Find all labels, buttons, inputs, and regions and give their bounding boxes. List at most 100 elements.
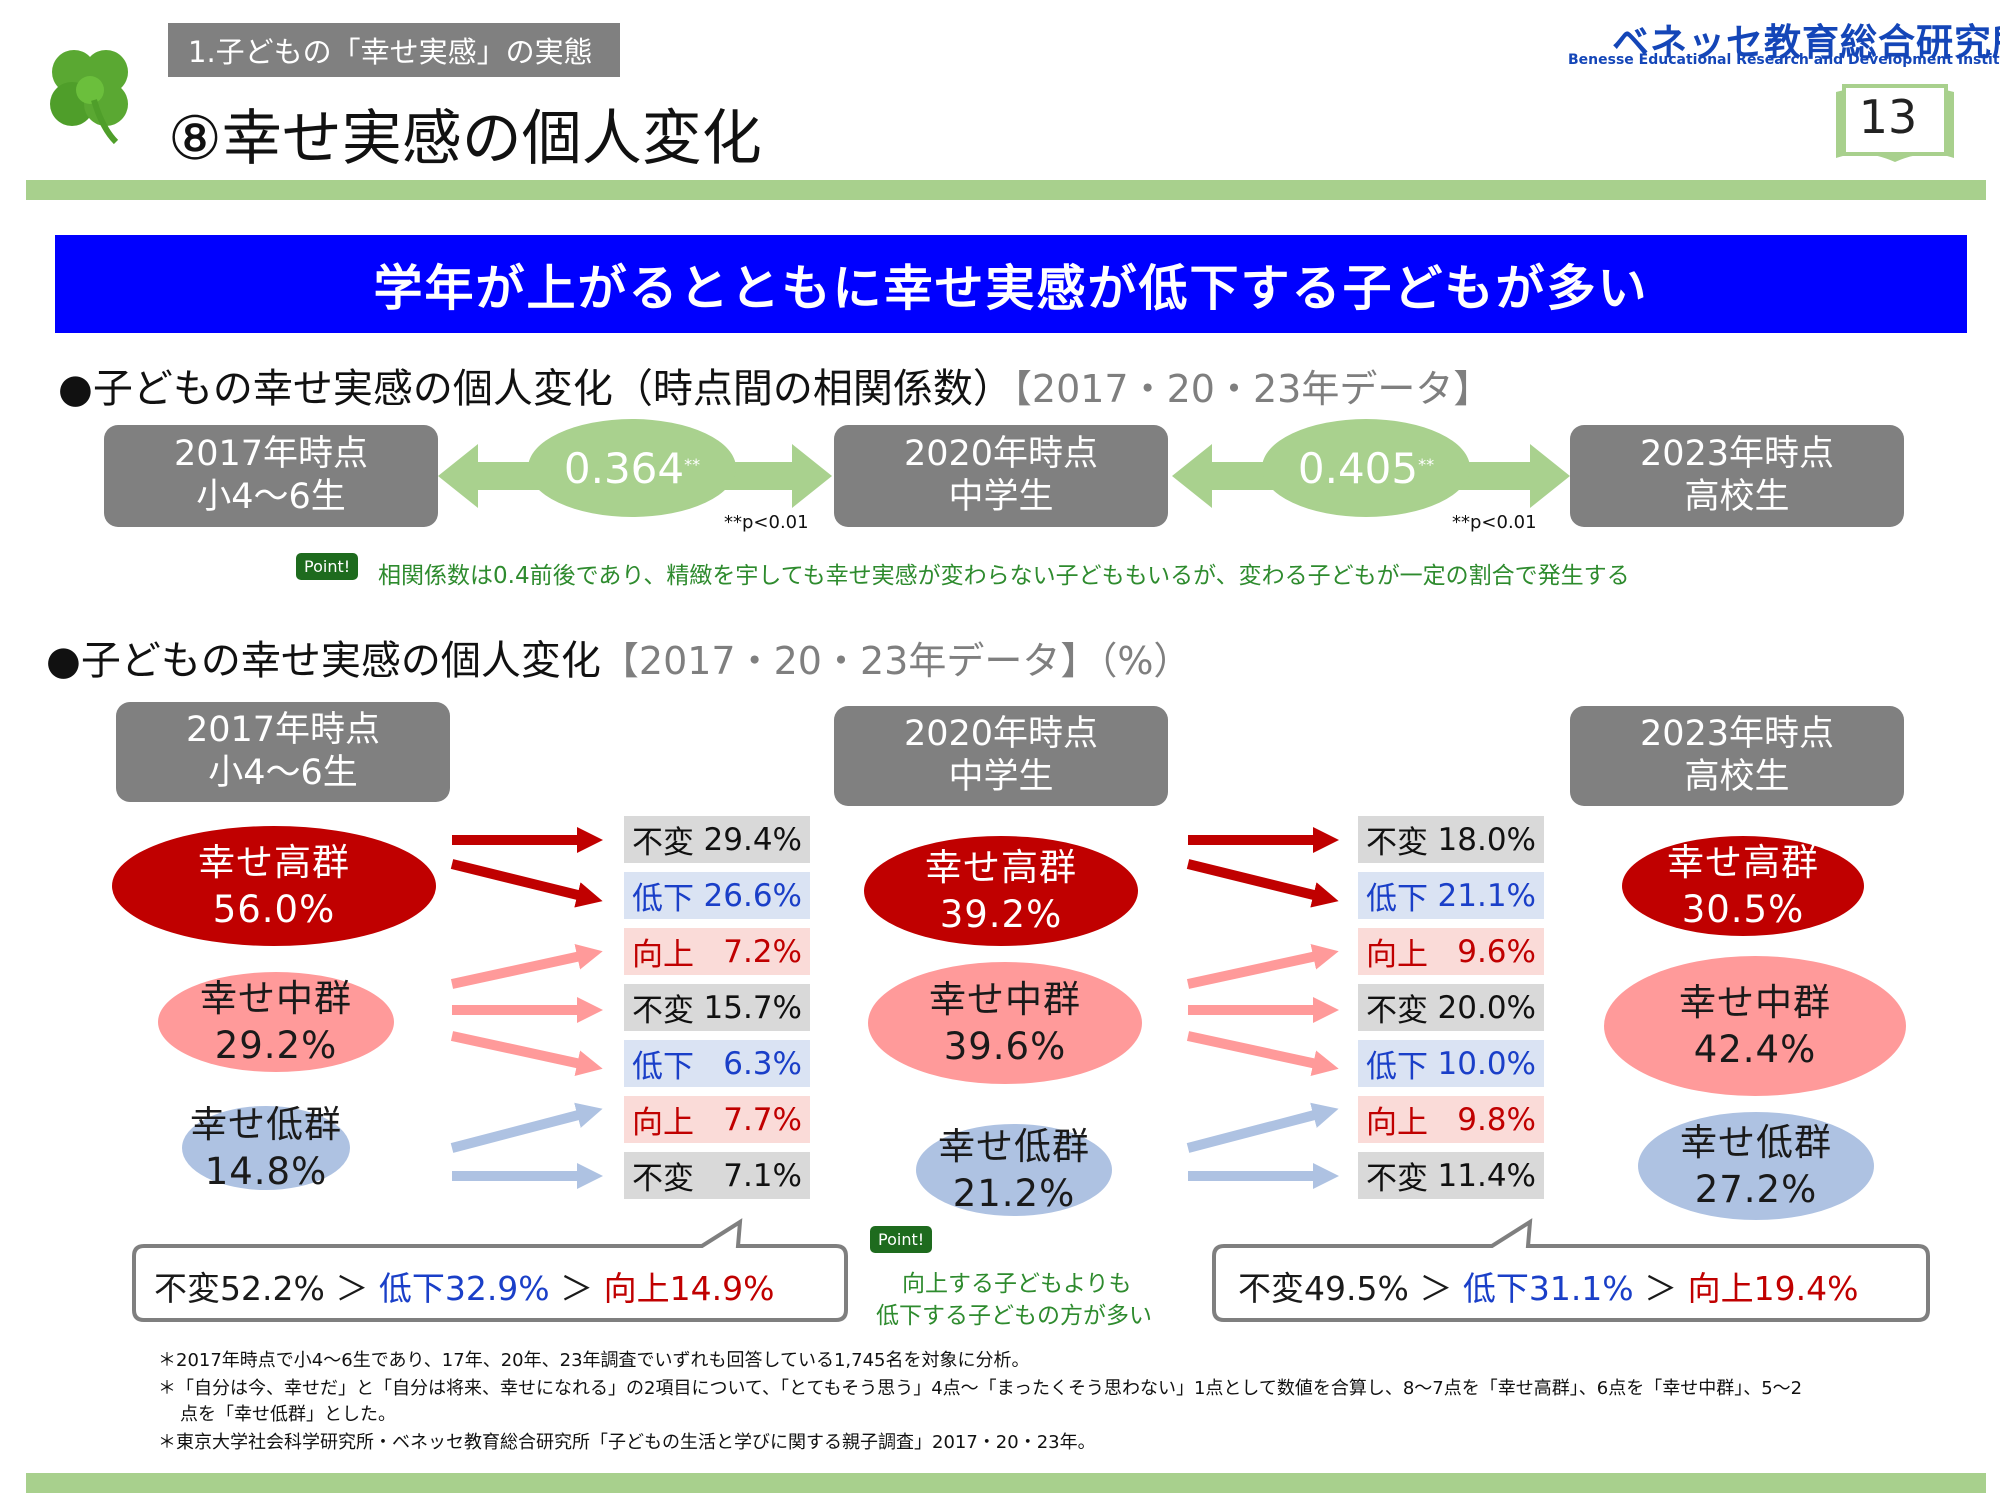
timepoint-year: 2017年時点: [185, 710, 381, 750]
point-badge: Point!: [296, 553, 359, 580]
group-label: 幸せ中群: [929, 978, 1081, 1021]
arrows-2017-2020: [450, 827, 603, 1189]
timepoint-grade: 小4～6生: [196, 477, 346, 517]
transition-value: 6.3%: [723, 1045, 802, 1082]
transition-arrows: [450, 827, 1339, 1189]
significance-mark: **: [684, 454, 701, 474]
transition-value: 10.0%: [1437, 1045, 1536, 1082]
timepoint-box-2020: 2020年時点 中学生: [834, 425, 1168, 527]
page-title: ⑧幸せ実感の個人変化: [168, 104, 762, 174]
group-label: 幸せ低群: [938, 1125, 1090, 1168]
point-badge: Point!: [870, 1226, 933, 1253]
section2-heading-text: ●子どもの幸せ実感の個人変化: [46, 638, 601, 684]
transition-label: 向上: [632, 1105, 694, 1141]
point-text: 相関係数は0.4前後であり、精緻を宇しても幸せ実感が変わらない子どももいるが、変…: [378, 563, 1630, 589]
brand-name-english: Benesse Educational Research and Develop…: [1568, 52, 2000, 68]
transition-box: 不変 18.0%: [1358, 816, 1544, 863]
transition-label: 不変: [632, 993, 694, 1029]
transition-value: 7.1%: [723, 1157, 802, 1194]
timepoint-box-2023: 2023年時点 高校生: [1570, 425, 1904, 527]
group-value: 27.2%: [1694, 1168, 1818, 1211]
arrow-high-down: [450, 859, 603, 908]
arrow-mid-up: [1186, 944, 1339, 989]
headline-banner: 学年が上がるとともに幸せ実感が低下する子どもが多い: [55, 235, 1967, 333]
group-value: 14.8%: [204, 1150, 328, 1193]
group-label: 幸せ高群: [198, 841, 350, 884]
divider: [26, 1473, 1986, 1493]
transition-box: 低下 6.3%: [624, 1040, 810, 1087]
arrow-low-up: [1186, 1102, 1339, 1153]
summary-same: 不変52.2%: [154, 1269, 325, 1308]
transition-label: 低下: [1366, 881, 1428, 917]
correlation-value-2: 0.405 **: [1262, 440, 1470, 496]
footnote: ＊「自分は今、幸せだ」と「自分は将来、幸せになれる」の2項目について、「とてもそ…: [158, 1378, 1803, 1399]
timepoint-box-2017: 2017年時点 小4～6生: [116, 702, 450, 802]
significance-mark: **: [1418, 454, 1435, 474]
arrow-high-down: [1186, 859, 1339, 908]
transition-box: 低下 10.0%: [1358, 1040, 1544, 1087]
section1-heading-text: ●子どもの幸せ実感の個人変化（時点間の相関係数）: [58, 366, 1013, 412]
transition-label: 不変: [632, 1161, 694, 1197]
timepoint-grade: 高校生: [1684, 477, 1790, 517]
transition-label: 低下: [632, 881, 694, 917]
transition-label: 不変: [632, 825, 694, 861]
group-oval-mid-2023: 幸せ中群 42.4%: [1604, 956, 1906, 1096]
page-number: 13: [1858, 90, 1918, 144]
group-value: 42.4%: [1693, 1028, 1817, 1071]
clover-logo: [50, 50, 128, 145]
section2-heading: ●子どもの幸せ実感の個人変化【2017・20・23年データ】（%）: [46, 628, 1191, 686]
summary-down: 低下32.9%: [378, 1269, 550, 1308]
summary-text-1: 不変52.2% ＞ 低下32.9% ＞ 向上14.9%: [154, 1262, 775, 1310]
timepoint-box-2017: 2017年時点 小4～6生: [104, 425, 438, 527]
summary-separator: ＞: [324, 1269, 379, 1308]
group-oval-mid-2017: 幸せ中群 29.2%: [158, 972, 394, 1072]
summary-separator: ＞: [1408, 1269, 1463, 1308]
arrow-mid-down: [450, 1031, 603, 1076]
section1-heading-note: 【2017・20・23年データ】: [1012, 367, 1492, 411]
transition-value: 26.6%: [703, 877, 802, 914]
group-oval-high-2017: 幸せ高群 56.0%: [112, 826, 436, 946]
summary-callout-2: [1212, 1218, 1930, 1322]
transition-value: 7.7%: [723, 1101, 802, 1138]
transition-value: 29.4%: [703, 821, 802, 858]
summary-separator: ＞: [549, 1269, 604, 1308]
group-oval-low-2017: 幸せ低群 14.8%: [182, 1103, 350, 1193]
transition-value: 21.1%: [1437, 877, 1536, 914]
summary-text-2: 不変49.5% ＞ 低下31.1% ＞ 向上19.4%: [1238, 1262, 1859, 1310]
point-text-line1: 向上する子どもよりも: [902, 1271, 1132, 1297]
transition-box: 向上 7.2%: [624, 928, 810, 975]
timepoint-grade: 小4～6生: [208, 753, 358, 793]
timepoint-box-2020: 2020年時点 中学生: [834, 706, 1168, 806]
summary-up: 向上19.4%: [1687, 1269, 1859, 1308]
timepoint-year: 2020年時点: [903, 434, 1099, 474]
transition-label: 向上: [632, 937, 694, 973]
brand-name: ベネッセ教育総合研究所: [1612, 21, 2000, 64]
correlation-number: 0.405: [1297, 443, 1419, 493]
correlation-ellipse-1: [528, 419, 736, 517]
group-label: 幸せ低群: [1680, 1121, 1832, 1164]
arrow-mid-up: [450, 944, 603, 989]
divider: [26, 180, 1986, 200]
group-label: 幸せ高群: [1667, 841, 1819, 884]
transition-label: 向上: [1366, 1105, 1428, 1141]
section1-heading: ●子どもの幸せ実感の個人変化（時点間の相関係数）【2017・20・23年データ】: [58, 356, 1491, 414]
section-label: 1.子どもの「幸せ実感」の実態: [168, 23, 620, 77]
summary-up: 向上14.9%: [603, 1269, 775, 1308]
transition-value: 15.7%: [703, 989, 802, 1026]
group-value: 29.2%: [214, 1024, 338, 1067]
transition-value: 20.0%: [1437, 989, 1536, 1026]
transition-label: 不変: [1366, 825, 1428, 861]
summary-callout-1: [132, 1218, 848, 1322]
p-value-note-2: **p<0.01: [1452, 512, 1537, 533]
timepoint-grade: 中学生: [948, 477, 1054, 517]
summary-callout-shapes: [132, 1218, 1930, 1322]
summary-down: 低下31.1%: [1462, 1269, 1634, 1308]
arrow-low-up: [450, 1102, 603, 1153]
transition-box: 向上 9.8%: [1358, 1096, 1544, 1143]
transition-value: 7.2%: [723, 933, 802, 970]
transition-box: 不変 29.4%: [624, 816, 810, 863]
group-label: 幸せ低群: [190, 1103, 342, 1146]
group-oval-high-2023: 幸せ高群 30.5%: [1622, 836, 1864, 936]
timepoint-year: 2020年時点: [903, 714, 1099, 754]
transition-box: 不変 20.0%: [1358, 984, 1544, 1031]
